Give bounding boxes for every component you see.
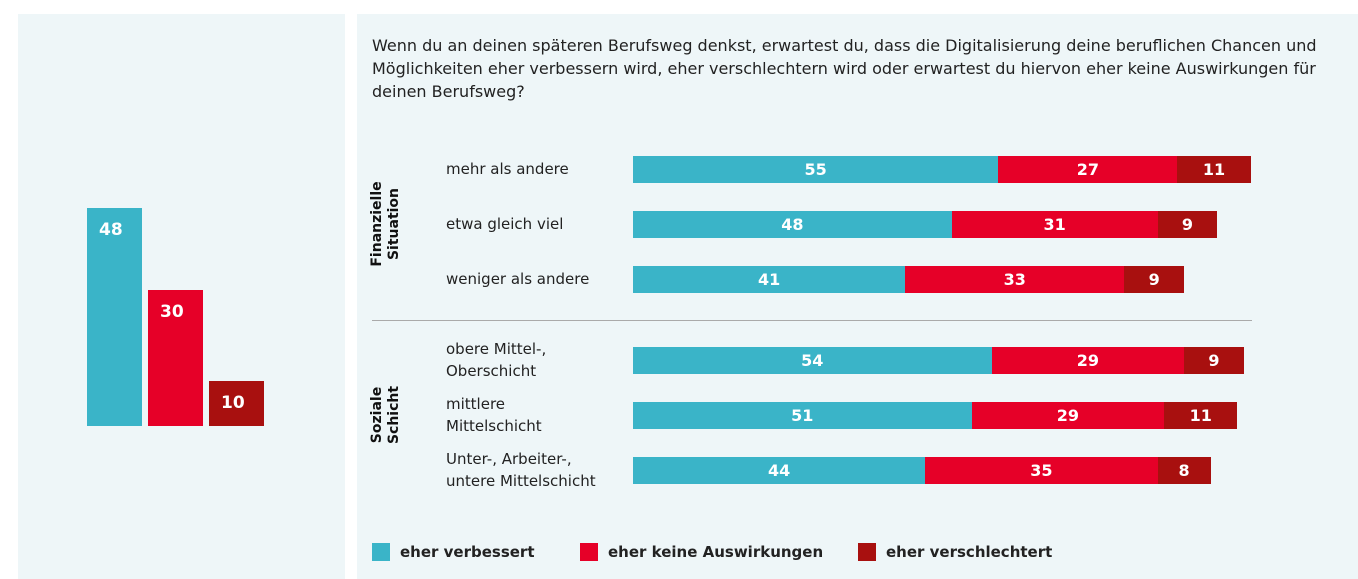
bar-segment: 9	[1157, 210, 1218, 238]
legend-swatch	[580, 543, 598, 561]
bar-segment: 29	[971, 401, 1165, 429]
value-label: 11	[1202, 159, 1226, 179]
row-label: Unter-, Arbeiter-, untere Mittelschicht	[446, 450, 596, 490]
bar-segment: 29	[991, 346, 1185, 374]
bar-segment: 31	[951, 210, 1158, 238]
chart-title: Wenn du an deinen späteren Berufsweg den…	[372, 36, 1317, 101]
legend-label: eher verbessert	[400, 543, 535, 561]
value-label: 9	[1181, 214, 1193, 234]
value-label: 9	[1208, 350, 1220, 370]
value-label: 48	[781, 214, 804, 234]
bar	[209, 380, 264, 426]
bar-segment: 35	[925, 456, 1158, 484]
value-label: 9	[1148, 269, 1160, 289]
value-label: 29	[1056, 405, 1080, 425]
bar-segment: 9	[1184, 346, 1244, 374]
group-label: Finanzielle Situation	[369, 181, 402, 267]
bar-segment: 48	[633, 210, 952, 238]
value-label: 30	[160, 301, 184, 322]
value-label: 33	[1003, 269, 1026, 289]
bar-segment: 41	[633, 265, 906, 293]
row-label: obere Mittel-, Oberschicht	[446, 340, 547, 380]
value-label: 55	[804, 159, 827, 179]
value-label: 10	[221, 392, 245, 413]
bar-segment: 44	[633, 456, 926, 484]
group-label: Soziale Schicht	[369, 385, 402, 445]
row-label: mittlere Mittelschicht	[446, 395, 542, 435]
value-label: 11	[1189, 405, 1212, 425]
legend-swatch	[858, 543, 876, 561]
value-label: 54	[801, 350, 824, 370]
row-label: mehr als andere	[446, 160, 569, 178]
bar-segment: 51	[633, 401, 972, 429]
value-label: 27	[1076, 159, 1099, 179]
bar-segment: 11	[1177, 155, 1251, 183]
legend-item: eher keine Auswirkungen	[580, 543, 823, 561]
value-label: 44	[767, 460, 791, 480]
bar-segment: 33	[905, 265, 1125, 293]
bar-segment: 54	[633, 346, 992, 374]
legend-label: eher verschlechtert	[886, 543, 1053, 561]
bar	[148, 289, 203, 426]
value-label: 8	[1178, 460, 1190, 480]
value-label: 35	[1030, 460, 1053, 480]
value-label: 41	[757, 269, 781, 289]
value-label: 31	[1043, 214, 1066, 234]
divider	[372, 320, 1252, 321]
bar-segment: 27	[998, 155, 1178, 183]
bar-segment: 8	[1157, 456, 1211, 484]
right-panel	[357, 14, 1358, 579]
legend-swatch	[372, 543, 390, 561]
legend-item: eher verbessert	[372, 543, 535, 561]
row-label: weniger als andere	[446, 270, 590, 288]
bar-segment: 55	[633, 155, 999, 183]
value-label: 48	[99, 220, 123, 241]
value-label: 51	[791, 405, 814, 425]
bar-segment: 9	[1124, 265, 1185, 293]
value-label: 29	[1076, 350, 1099, 370]
bar	[87, 208, 142, 426]
bar-segment: 11	[1164, 401, 1238, 429]
row-label: etwa gleich viel	[446, 215, 564, 233]
legend-item: eher verschlechtert	[858, 543, 1052, 561]
legend-label: eher keine Auswirkungen	[608, 543, 824, 561]
